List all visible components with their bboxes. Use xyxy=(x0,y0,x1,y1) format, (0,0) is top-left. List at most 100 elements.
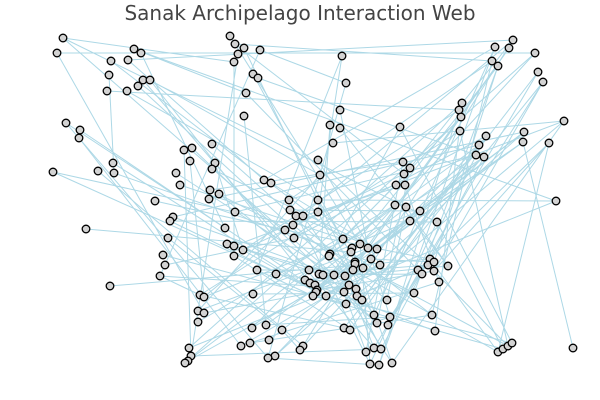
network-edge xyxy=(169,220,438,223)
network-node xyxy=(335,123,345,133)
network-node xyxy=(52,48,62,58)
network-node xyxy=(179,145,189,155)
network-edge xyxy=(211,143,354,271)
network-node xyxy=(400,180,410,190)
network-edge xyxy=(56,52,205,314)
network-node xyxy=(369,343,379,353)
network-edge xyxy=(329,220,411,255)
network-node xyxy=(271,269,281,279)
network-node xyxy=(405,163,415,173)
network-edge xyxy=(265,131,525,326)
network-node xyxy=(415,206,425,216)
network-edge xyxy=(328,255,354,271)
network-edge xyxy=(349,135,487,331)
network-node xyxy=(313,195,323,205)
network-edge xyxy=(376,167,411,324)
network-node xyxy=(284,195,294,205)
network-node xyxy=(519,127,529,137)
network-node xyxy=(245,338,255,348)
network-node xyxy=(361,347,371,357)
network-node xyxy=(241,88,251,98)
network-node xyxy=(383,320,393,330)
chart-title: Sanak Archipelago Interaction Web xyxy=(124,1,476,25)
network-edge xyxy=(234,154,477,213)
network-node xyxy=(551,196,561,206)
network-node xyxy=(163,233,173,243)
network-edge xyxy=(106,90,460,111)
network-edge xyxy=(352,269,499,353)
network-node xyxy=(518,137,528,147)
network-node xyxy=(255,45,265,55)
network-edge xyxy=(459,130,509,347)
network-edge xyxy=(317,55,343,213)
network-node xyxy=(106,56,116,66)
network-node xyxy=(252,265,262,275)
network-node xyxy=(357,295,367,305)
network-edge xyxy=(252,292,415,295)
network-node xyxy=(409,288,419,298)
network-node xyxy=(429,257,439,267)
network-edge xyxy=(164,237,295,266)
network-node xyxy=(108,158,118,168)
network-node xyxy=(328,138,338,148)
network-node xyxy=(559,116,569,126)
network-edge xyxy=(167,237,283,331)
network-node xyxy=(401,202,411,212)
network-edge xyxy=(417,142,550,271)
network-edge xyxy=(427,264,509,347)
network-node xyxy=(344,280,354,290)
network-edge xyxy=(342,116,462,240)
network-node xyxy=(199,308,209,318)
network-node xyxy=(471,150,481,160)
network-node xyxy=(355,239,365,249)
network-node xyxy=(417,269,427,279)
network-node xyxy=(544,138,554,148)
network-edge xyxy=(62,37,235,63)
network-edge xyxy=(85,228,352,253)
network-node xyxy=(481,131,491,141)
network-node xyxy=(376,344,386,354)
network-edge xyxy=(234,43,493,62)
network-node xyxy=(239,43,249,53)
network-node xyxy=(253,73,263,83)
network-edge xyxy=(149,79,311,284)
network-edge xyxy=(267,357,380,366)
network-node xyxy=(48,167,58,177)
network-edge xyxy=(110,60,344,240)
network-node xyxy=(304,265,314,275)
network-edge xyxy=(316,270,435,291)
network-node xyxy=(229,241,239,251)
network-node xyxy=(261,320,271,330)
network-edge xyxy=(159,275,201,296)
network-edge xyxy=(187,258,372,362)
network-edge xyxy=(240,264,381,347)
network-edge xyxy=(159,275,357,290)
network-edge xyxy=(203,291,317,314)
network-edge xyxy=(133,48,247,94)
network-edge xyxy=(434,116,462,332)
network-node xyxy=(81,224,91,234)
network-edge xyxy=(197,247,369,312)
network-node xyxy=(308,291,318,301)
network-node xyxy=(372,318,382,328)
network-edge xyxy=(62,37,438,223)
network-node xyxy=(145,75,155,85)
network-node xyxy=(204,194,214,204)
network-edge xyxy=(188,102,463,349)
network-node xyxy=(175,180,185,190)
network-node xyxy=(238,245,248,255)
network-node xyxy=(58,33,68,43)
network-node xyxy=(490,42,500,52)
network-node xyxy=(315,170,325,180)
network-node xyxy=(479,152,489,162)
network-node xyxy=(366,254,376,264)
network-edge xyxy=(175,172,357,290)
network-node xyxy=(432,217,442,227)
network-node xyxy=(193,317,203,327)
network-node xyxy=(93,166,103,176)
network-edge xyxy=(234,43,405,175)
network-node xyxy=(264,335,274,345)
network-edge xyxy=(133,48,557,202)
network-node xyxy=(538,77,548,87)
network-node xyxy=(507,338,517,348)
